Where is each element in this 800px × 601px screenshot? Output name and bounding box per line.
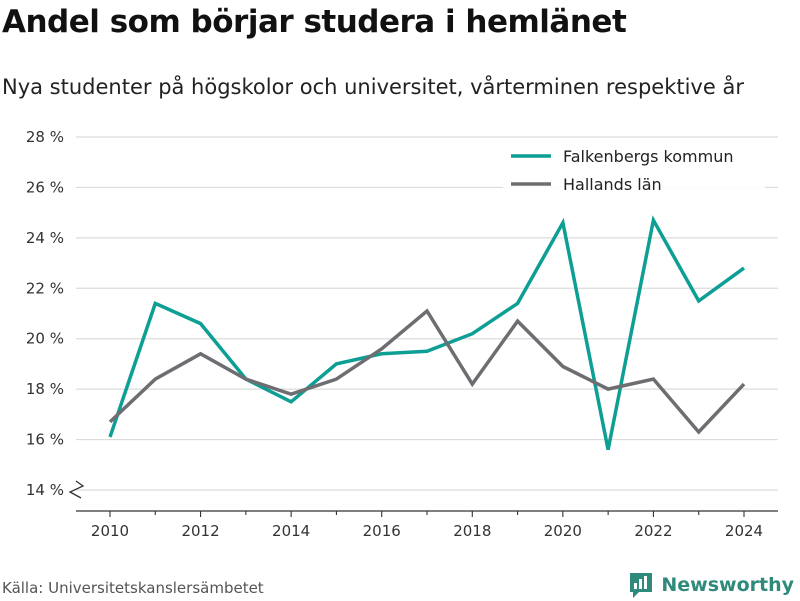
y-tick-label: 28 %: [26, 128, 64, 146]
series-lines: [108, 215, 746, 451]
legend: Falkenbergs kommun Hallands län: [503, 140, 765, 202]
brand-name: Newsworthy: [661, 574, 794, 596]
axis-break-icon: [68, 480, 85, 499]
chart-subtitle: Nya studenter på högskolor och universit…: [2, 75, 744, 99]
y-tick-label: 24 %: [26, 229, 64, 247]
x-tick-label: 2012: [181, 522, 219, 540]
x-tick-label: 2014: [272, 522, 310, 540]
x-tick-label: 2024: [725, 522, 763, 540]
newsworthy-logo-icon: [630, 573, 653, 598]
x-tick-label: 2022: [634, 522, 672, 540]
brand-logo: Newsworthy: [627, 569, 794, 601]
y-tick-label: 18 %: [26, 380, 64, 398]
x-tick-label: 2010: [91, 522, 129, 540]
legend-label: Hallands län: [563, 175, 662, 194]
y-tick-label: 22 %: [26, 279, 64, 297]
y-tick-label: 16 %: [26, 431, 64, 449]
x-tick-label: 2020: [544, 522, 582, 540]
y-tick-label: 26 %: [26, 178, 64, 196]
y-tick-label: 14 %: [26, 481, 64, 499]
legend-background: [503, 140, 765, 202]
x-tick-label: 2018: [453, 522, 491, 540]
y-tick-label: 20 %: [26, 330, 64, 348]
source-note: Källa: Universitetskanslersämbetet: [2, 579, 264, 597]
legend-label: Falkenbergs kommun: [563, 147, 733, 166]
series-line-falkenbergs-kommun: [108, 215, 746, 451]
series-line-hallands-län: [108, 308, 746, 435]
axes: 14 % 16 % 18 % 20 % 22 % 24 % 26 % 28 % 2010 2012…: [26, 128, 778, 540]
chart-title: Andel som börjar studera i hemlänet: [2, 4, 627, 40]
x-tick-label: 2016: [363, 522, 401, 540]
